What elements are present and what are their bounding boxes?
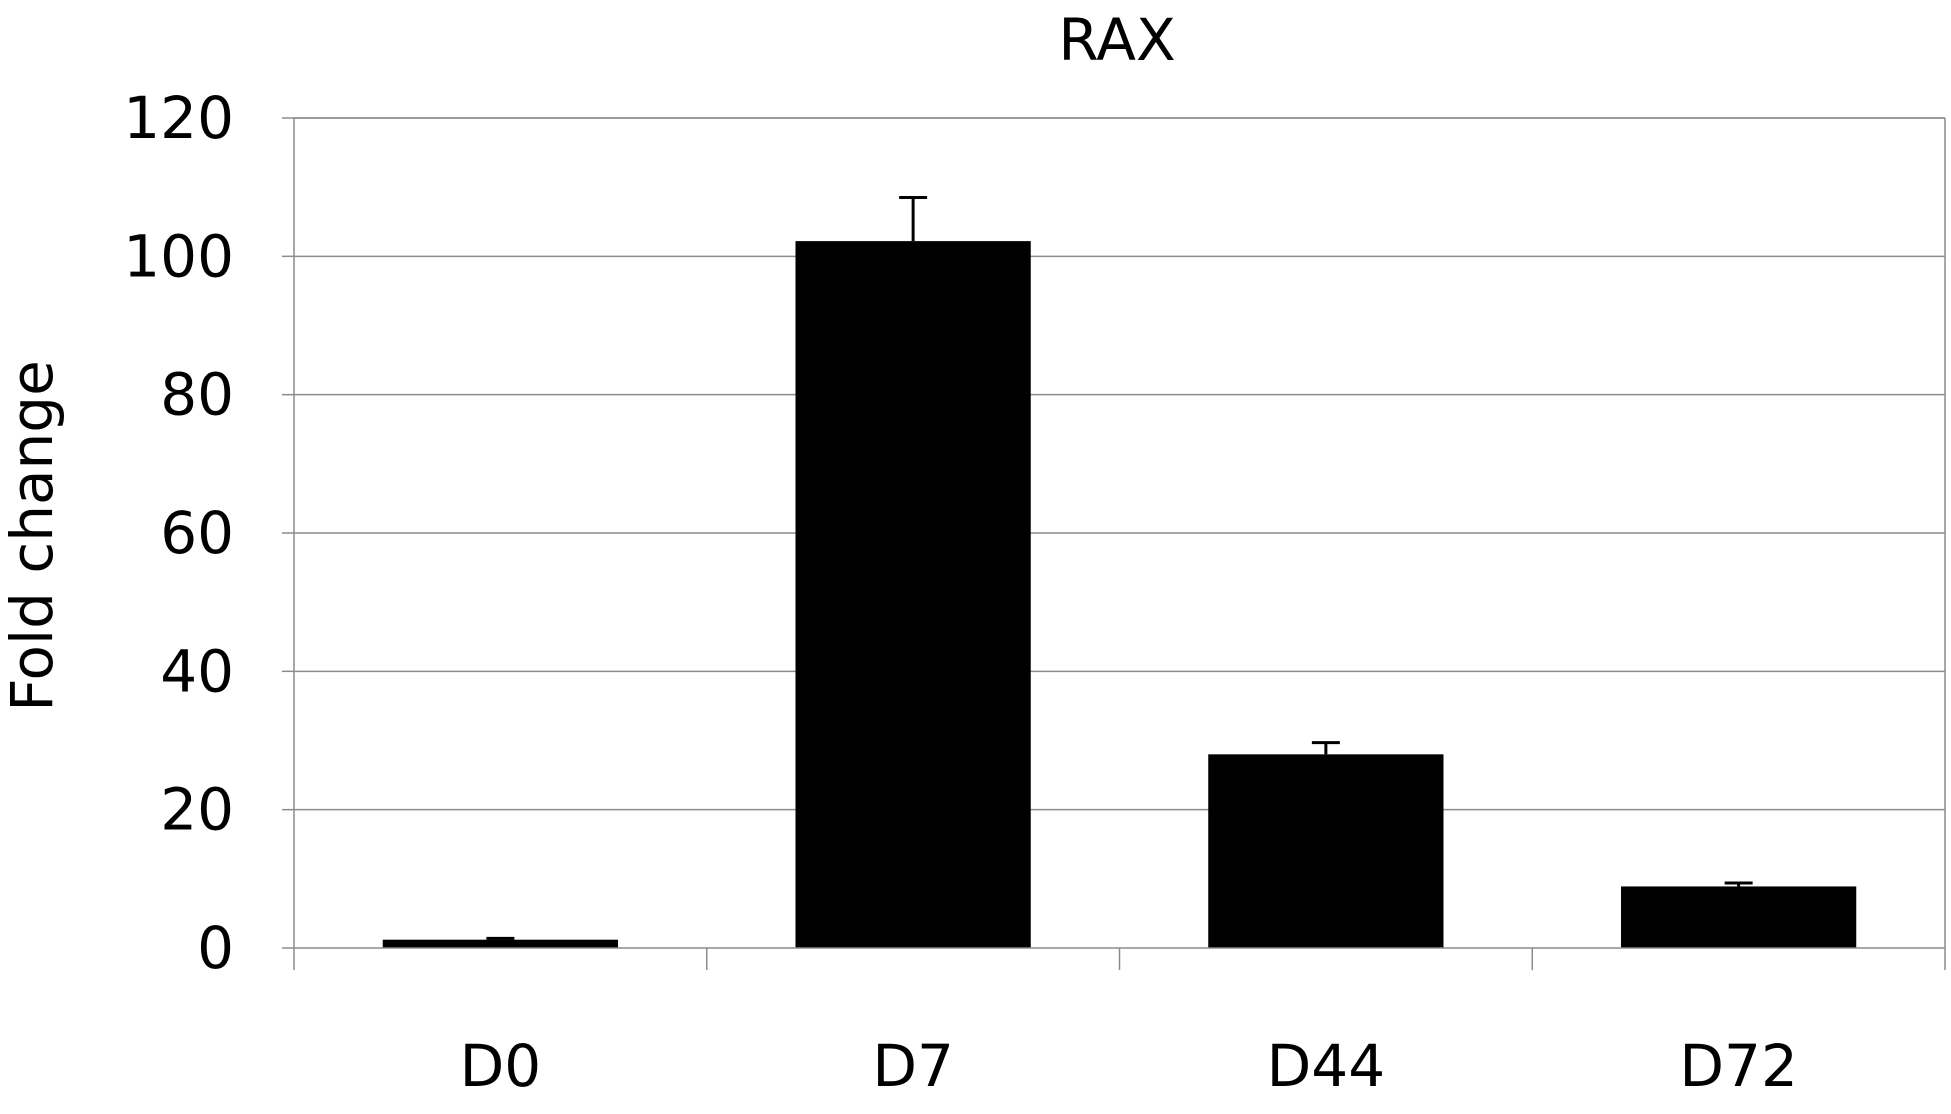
- x-tick-label: D7: [872, 1032, 954, 1100]
- bar-d72: [1620, 886, 1857, 948]
- bars: [382, 241, 1857, 948]
- y-tick-label: 100: [123, 222, 234, 290]
- chart-title: RAX: [1058, 6, 1175, 74]
- bar-d0: [382, 939, 619, 948]
- y-tick-label: 60: [160, 499, 234, 567]
- bar-d44: [1208, 754, 1444, 948]
- x-tick-label: D0: [460, 1032, 542, 1100]
- y-tick-label: 80: [160, 361, 234, 429]
- y-tick-label: 40: [160, 637, 234, 705]
- error-bar-d0: [486, 936, 515, 940]
- y-tick-label: 120: [123, 84, 234, 152]
- error-bar-d72: [1724, 881, 1753, 887]
- y-tick-label: 20: [160, 776, 234, 844]
- axes: [282, 117, 1946, 970]
- x-tick-labels: D0 D7 D44 D72: [460, 1032, 1798, 1100]
- error-bar-d44: [1311, 741, 1340, 755]
- error-bar-d7: [899, 196, 928, 242]
- y-axis-label: Fold change: [0, 360, 66, 712]
- x-tick-label: D72: [1679, 1032, 1797, 1100]
- y-tick-labels: 0 20 40 60 80 100 120: [123, 84, 234, 982]
- bar-d7: [795, 241, 1031, 948]
- x-tick-label: D44: [1267, 1032, 1385, 1100]
- error-bars: [486, 196, 1753, 940]
- y-tick-label: 0: [197, 914, 234, 982]
- gridlines: [294, 117, 1945, 811]
